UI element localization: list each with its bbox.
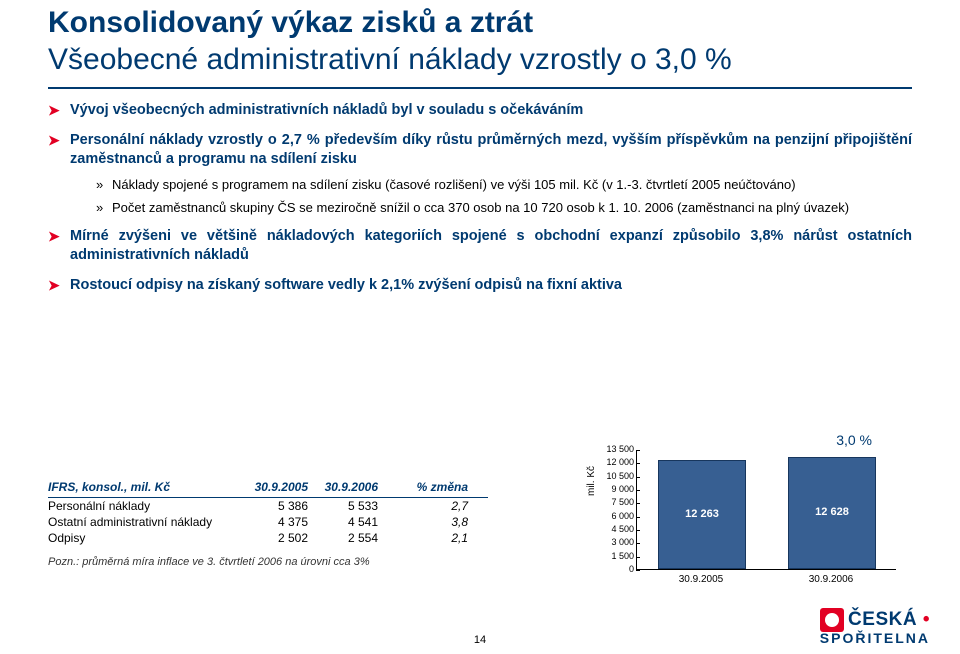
table-row: Personální náklady5 3865 5332,7 xyxy=(48,498,488,514)
title-line1: Konsolidovaný výkaz zisků a ztrát xyxy=(48,6,912,41)
chart-ytick-line xyxy=(636,517,640,518)
chart-bar-value: 12 628 xyxy=(789,506,875,518)
chart-ytick-line xyxy=(636,477,640,478)
th-2006: 30.9.2006 xyxy=(308,480,378,494)
bullet-list: Vývoj všeobecných administrativních nákl… xyxy=(48,101,912,295)
chart-xcat: 30.9.2005 xyxy=(646,574,756,585)
table-row: Odpisy2 5022 5542,1 xyxy=(48,530,488,546)
title-rule xyxy=(48,87,912,89)
bullet-item: Vývoj všeobecných administrativních nákl… xyxy=(48,101,912,121)
title-line2: Všeobecné administrativní náklady vzrost… xyxy=(48,43,912,78)
chart-ytick: 0 xyxy=(596,565,634,574)
table-footnote: Pozn.: průměrná míra inflace ve 3. čtvrt… xyxy=(48,556,488,568)
chart-ytick-line xyxy=(636,530,640,531)
chart-ytick-line xyxy=(636,570,640,571)
bar-chart: mil. Kč 12 26312 628 01 5003 0004 5006 0… xyxy=(582,450,902,600)
title-block: Konsolidovaný výkaz zisků a ztrát Všeobe… xyxy=(48,0,912,77)
brand-badge-icon xyxy=(820,608,844,632)
bottom-region: 3,0 % IFRS, konsol., mil. Kč 30.9.2005 3… xyxy=(48,436,912,626)
chart-ytick: 6 000 xyxy=(596,512,634,521)
th-2005: 30.9.2005 xyxy=(238,480,308,494)
sub-bullet-item: Náklady spojené s programem na sdílení z… xyxy=(96,176,912,194)
brand-accent-dot: • xyxy=(917,609,930,630)
growth-pct-label: 3,0 % xyxy=(836,432,872,448)
cell: Personální náklady xyxy=(48,499,238,513)
chart-ytick: 4 500 xyxy=(596,525,634,534)
sub-bullet-list: Náklady spojené s programem na sdílení z… xyxy=(70,176,912,217)
brand-line1: ČESKÁ • xyxy=(820,608,930,632)
page-number: 14 xyxy=(474,634,486,646)
cell: Odpisy xyxy=(48,531,238,545)
cell: 4 375 xyxy=(238,515,308,529)
chart-ytick: 12 000 xyxy=(596,458,634,467)
chart-ytick: 1 500 xyxy=(596,552,634,561)
chart-ytick-line xyxy=(636,503,640,504)
chart-ytick-line xyxy=(636,557,640,558)
chart-ytick: 13 500 xyxy=(596,445,634,454)
chart-ytick: 3 000 xyxy=(596,538,634,547)
cell: 4 541 xyxy=(308,515,378,529)
brand-logo: ČESKÁ • SPOŘITELNA xyxy=(820,608,930,646)
chart-ytick-line xyxy=(636,543,640,544)
chart-xcat: 30.9.2006 xyxy=(776,574,886,585)
cell: Ostatní administrativní náklady xyxy=(48,515,238,529)
sub-bullet-item: Počet zaměstnanců skupiny ČS se meziročn… xyxy=(96,199,912,217)
bullet-item: Personální náklady vzrostly o 2,7 % před… xyxy=(48,131,912,217)
chart-ytick-line xyxy=(636,490,640,491)
cell: 2,7 xyxy=(378,499,468,513)
cell: 5 533 xyxy=(308,499,378,513)
chart-ytick: 7 500 xyxy=(596,498,634,507)
table-header: IFRS, konsol., mil. Kč 30.9.2005 30.9.20… xyxy=(48,480,488,498)
table-row: Ostatní administrativní náklady4 3754 54… xyxy=(48,514,488,530)
brand-line2: SPOŘITELNA xyxy=(820,630,930,646)
bullet-item: Rostoucí odpisy na získaný software vedl… xyxy=(48,276,912,296)
cell: 2,1 xyxy=(378,531,468,545)
cell: 3,8 xyxy=(378,515,468,529)
chart-ytick-line xyxy=(636,450,640,451)
chart-bar: 12 263 xyxy=(658,460,746,569)
bullet-item: Mírné zvýšeni ve většině nákladových kat… xyxy=(48,227,912,266)
th-change: % změna xyxy=(378,480,468,494)
chart-bar-value: 12 263 xyxy=(659,508,745,520)
cell: 2 554 xyxy=(308,531,378,545)
data-table: IFRS, konsol., mil. Kč 30.9.2005 30.9.20… xyxy=(48,480,488,568)
chart-bar: 12 628 xyxy=(788,457,876,569)
th-metric: IFRS, konsol., mil. Kč xyxy=(48,480,238,494)
chart-ytick: 9 000 xyxy=(596,485,634,494)
chart-ytick-line xyxy=(636,463,640,464)
chart-ytick: 10 500 xyxy=(596,472,634,481)
brand-text1: ČESKÁ xyxy=(848,609,917,630)
cell: 5 386 xyxy=(238,499,308,513)
chart-plot-area: 12 263 12 628 xyxy=(636,450,896,570)
cell: 2 502 xyxy=(238,531,308,545)
